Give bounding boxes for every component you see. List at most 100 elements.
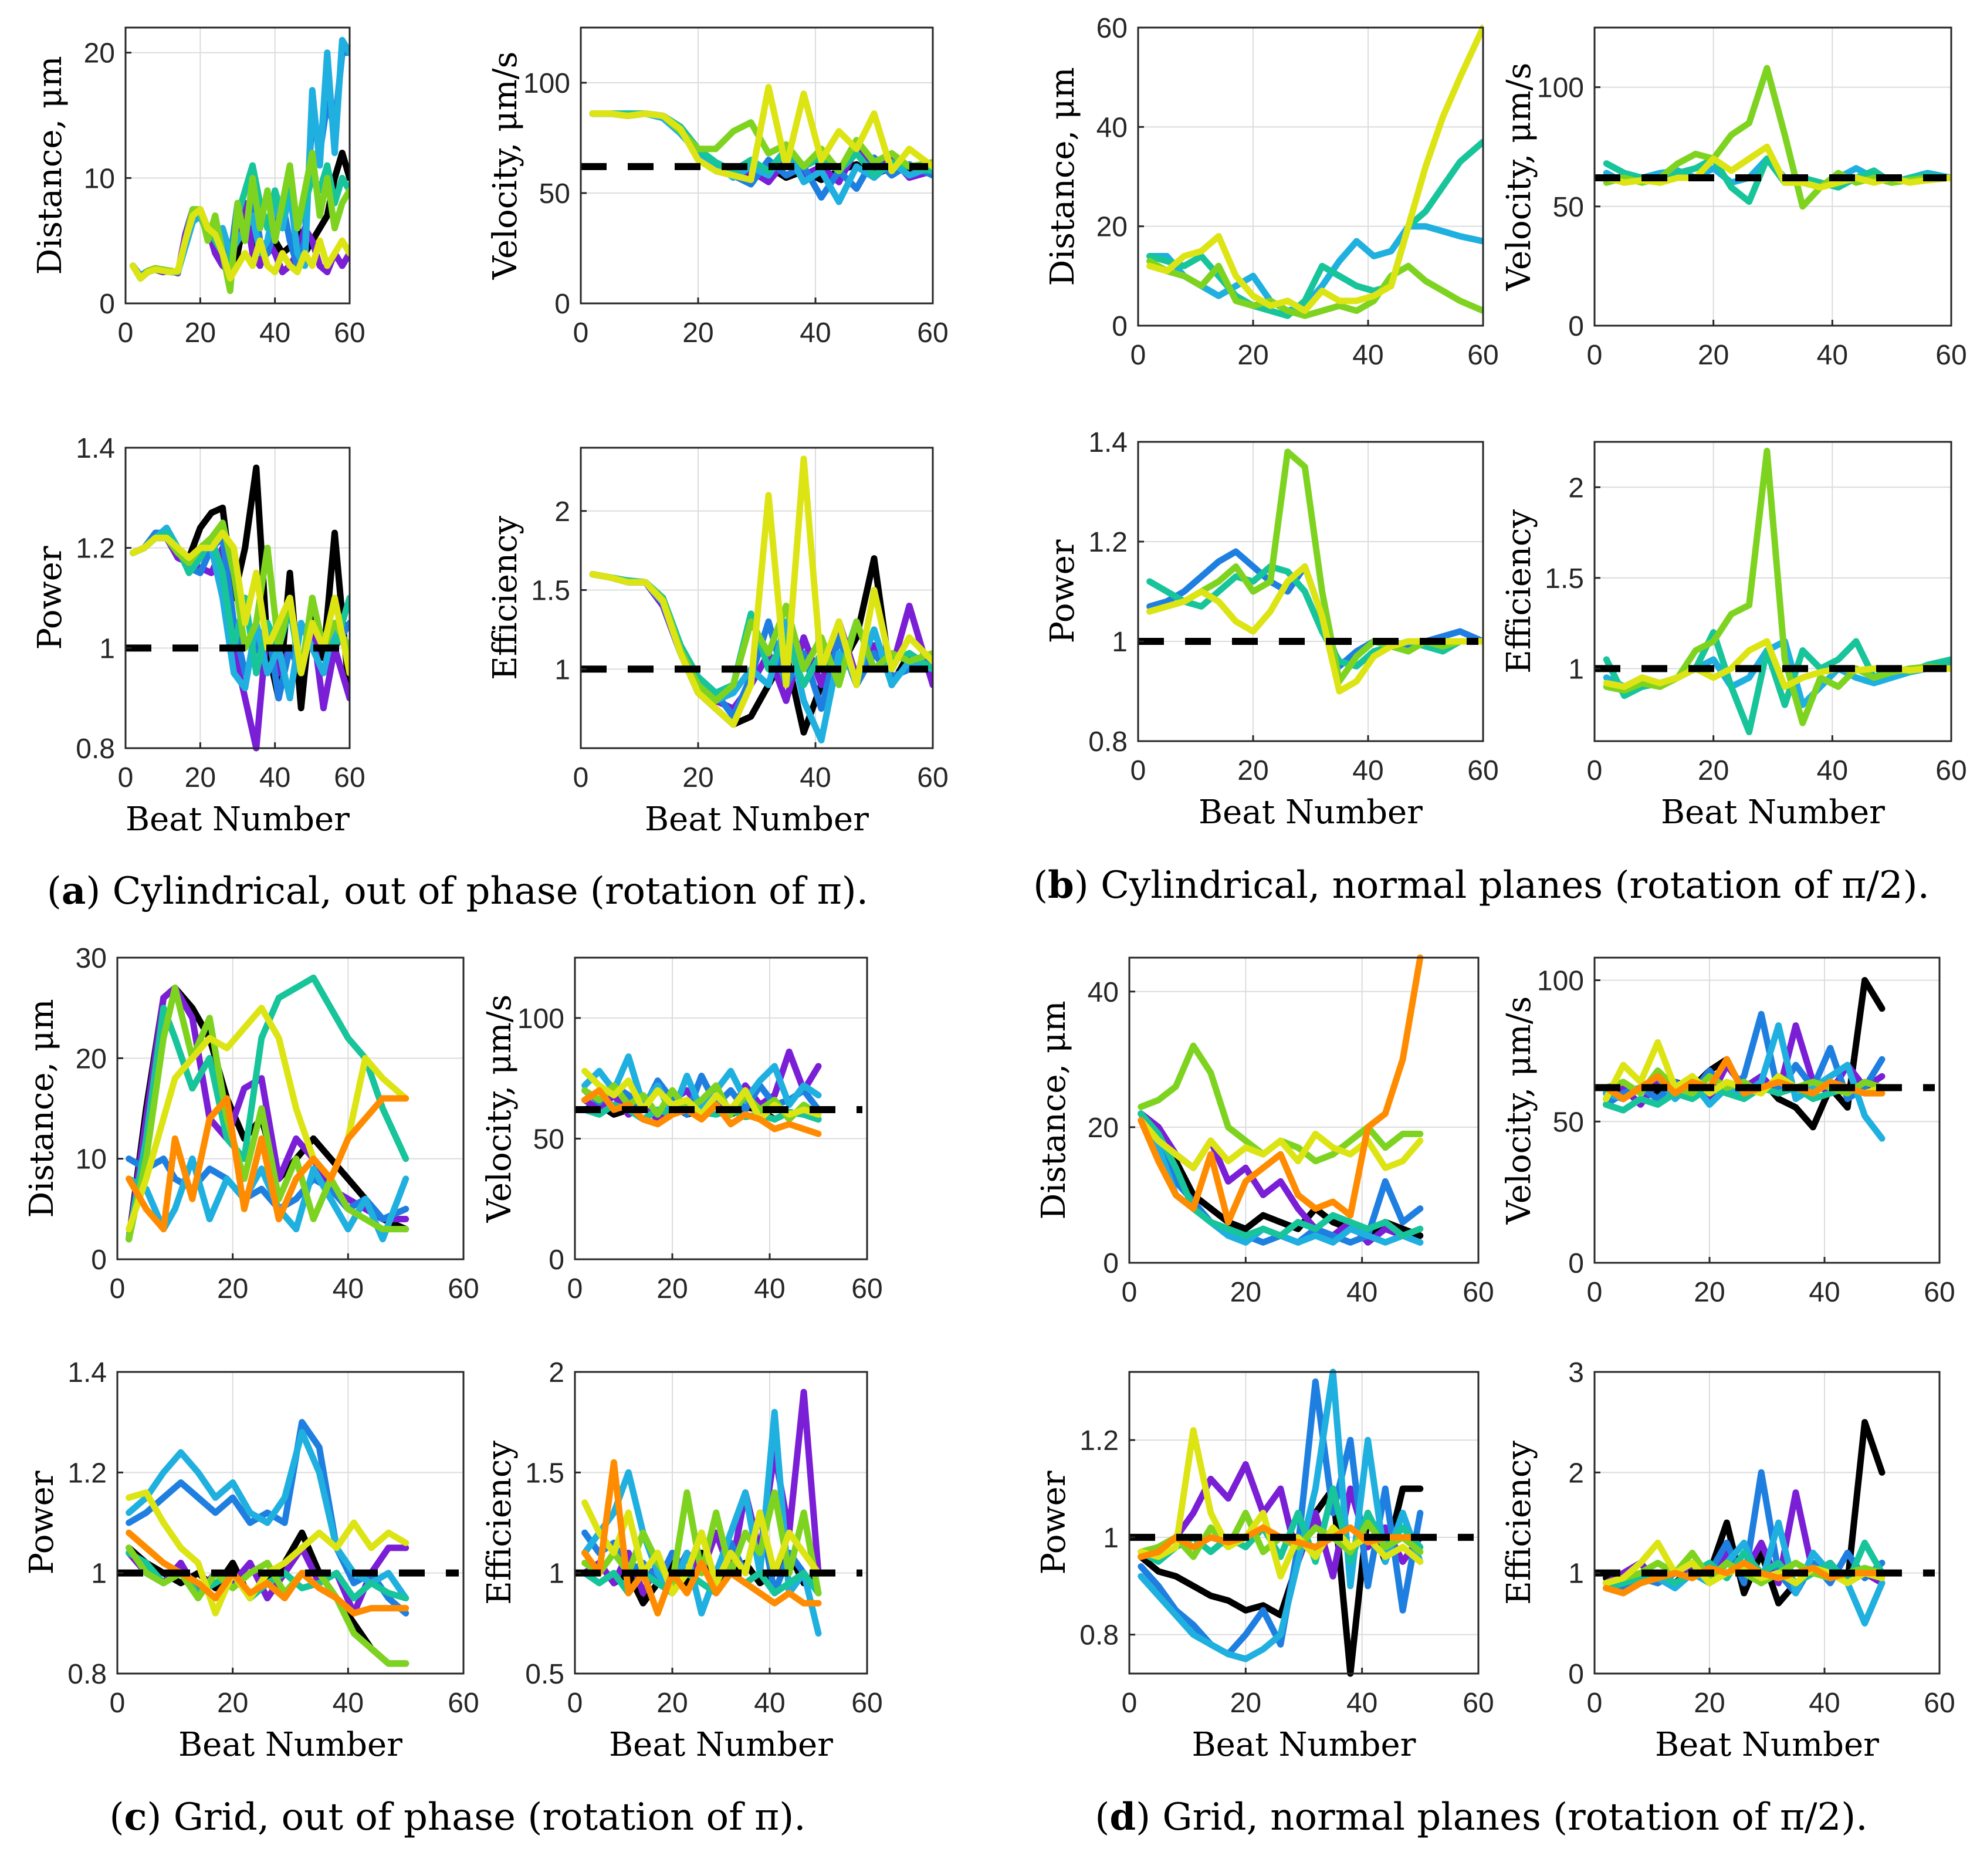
y-tick-label: 1.2 [1088,527,1128,558]
x-tick-label: 60 [1924,1688,1955,1719]
y-tick-label: 1.5 [1545,563,1584,594]
panel-d1: 0 20 40 60 0 20 40 Distance, μm [1035,954,1494,1308]
series-line [126,974,409,1243]
y-tick-label: 0 [1112,311,1128,342]
y-tick-label: 1.5 [525,1458,564,1489]
y-axis-label: Power [1035,1471,1073,1574]
axes-frame [1128,1371,1480,1675]
y-axis-label: Velocity, μm/s [1500,996,1538,1225]
x-tick-label: 40 [1809,1688,1840,1719]
caption-text: ) Grid, normal planes (rotation of π/2). [1136,1796,1868,1839]
axes-frame [116,1371,465,1675]
x-tick-label: 40 [1346,1277,1377,1308]
axes-frame [574,956,868,1260]
series-group [1146,24,1483,319]
x-tick-label: 60 [851,1688,882,1719]
axes-frame [1593,956,1941,1264]
y-tick-label: 50 [1553,1107,1584,1138]
x-axis-label: Beat Number [126,800,350,839]
x-tick-label: 60 [448,1273,479,1304]
x-tick-label: 20 [217,1273,248,1304]
y-tick-label: 20 [76,1043,107,1074]
y-axis-label: Velocity, μm/s [480,995,519,1223]
axes-frame [580,447,934,749]
y-tick-label: 0 [99,289,115,320]
y-tick-label: 1 [1568,654,1584,685]
y-tick-label: 100 [1537,966,1584,997]
axes-frame [574,1371,868,1675]
x-tick-label: 40 [1346,1688,1377,1719]
series-line [126,1155,409,1243]
x-tick-label: 40 [754,1273,785,1304]
y-tick-label: 100 [523,68,570,99]
x-tick-label: 20 [1230,1277,1261,1308]
x-tick-label: 40 [1817,340,1848,371]
x-tick-label: 20 [1698,340,1729,371]
series-line [1138,954,1424,1226]
caption-label: b [1048,863,1074,907]
y-tick-label: 50 [1553,192,1584,223]
x-axis-label: Beat Number [178,1726,402,1764]
series-line [1138,1378,1424,1658]
caption-open-paren: ( [109,1796,124,1839]
y-axis-label: Power [23,1471,61,1574]
y-tick-label: 1 [1568,1559,1584,1590]
x-tick-label: 40 [333,1273,364,1304]
series-line [1603,1056,1886,1103]
y-tick-label: 10 [76,1144,107,1175]
x-tick-label: 60 [334,317,365,349]
series-line [1146,24,1483,315]
y-axis-label: Power [31,546,69,650]
axes-frame [1128,956,1480,1264]
x-tick-label: 40 [800,317,831,349]
y-tick-label: 1 [91,1559,107,1590]
x-tick-label: 20 [656,1688,688,1719]
x-tick-label: 0 [1130,755,1146,786]
series-line [589,455,933,728]
y-tick-label: 1 [99,633,115,664]
y-axis-label: Power [1044,539,1082,643]
x-tick-label: 60 [1463,1277,1494,1308]
series-group [130,36,350,295]
y-tick-label: 1 [549,1559,564,1590]
x-tick-label: 20 [1694,1277,1725,1308]
x-axis-label: Beat Number [609,1726,833,1764]
x-axis-label: Beat Number [645,800,869,839]
x-tick-label: 0 [110,1688,126,1719]
x-tick-label: 40 [259,762,290,793]
panel-b4: 0 20 40 60 1 1.5 2 Efficiency Beat Number [1500,441,1967,831]
x-axis-label: Beat Number [1192,1726,1416,1764]
x-tick-label: 0 [1587,340,1603,371]
x-tick-label: 0 [567,1688,583,1719]
y-tick-label: 1.4 [1088,427,1128,458]
series-line [1138,1110,1424,1239]
x-tick-label: 0 [1122,1688,1138,1719]
series-line [589,84,933,183]
panel-c1: 0 20 40 60 0 10 20 30 Distance, μm [23,943,479,1304]
x-tick-label: 20 [217,1688,248,1719]
y-tick-label: 0.8 [1088,726,1128,758]
panel-b1: 0 20 40 60 0 20 40 60 Distance, μm [1044,13,1499,371]
x-tick-label: 20 [185,317,216,349]
y-tick-label: 0 [1568,1659,1584,1690]
y-tick-label: 2 [1568,472,1584,503]
series-line [1138,1117,1424,1171]
caption-c: (c) Grid, out of phase (rotation of π). [109,1795,805,1839]
x-tick-label: 60 [1935,340,1966,371]
x-tick-label: 20 [682,762,713,793]
y-tick-label: 0.8 [67,1659,107,1690]
x-tick-label: 60 [1463,1688,1494,1719]
series-line [1146,138,1483,319]
series-group [1138,954,1424,1246]
x-axis-label: Beat Number [1655,1726,1879,1764]
x-tick-label: 0 [1587,1277,1603,1308]
caption-label: d [1109,1795,1136,1839]
series-line [126,1095,409,1233]
y-tick-label: 50 [533,1124,564,1155]
x-tick-label: 0 [573,317,589,349]
